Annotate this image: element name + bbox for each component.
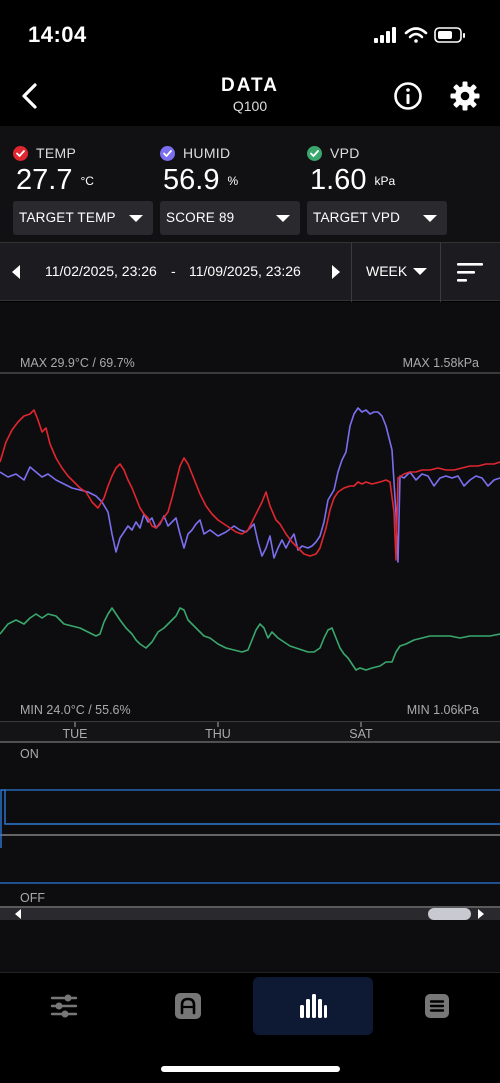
wifi-icon xyxy=(404,27,428,43)
chart-area: TUE THU SAT MAX 29.9°C / 69.7% MAX 1.58k… xyxy=(0,302,500,922)
device-name: Q100 xyxy=(232,98,268,114)
scroll-right-icon xyxy=(478,909,484,919)
page-title: DATA xyxy=(221,75,279,96)
dropdown-label: TARGET VPD xyxy=(313,210,401,225)
cellular-signal-icon xyxy=(374,27,396,43)
day-label: THU xyxy=(205,727,231,741)
caret-down-icon xyxy=(423,215,437,222)
metric-humid[interactable]: HUMID 56.9% xyxy=(160,144,238,197)
status-icons xyxy=(374,27,465,43)
nav-bar: DATA Q100 xyxy=(0,70,500,126)
check-icon xyxy=(13,145,28,161)
tab-logs[interactable] xyxy=(377,977,497,1035)
horizontal-scrollbar xyxy=(0,908,500,920)
metric-label: HUMID xyxy=(183,145,231,161)
caret-down-icon xyxy=(276,215,290,222)
metric-value: 27.7 xyxy=(16,164,73,196)
check-icon xyxy=(307,145,322,161)
score-dropdown[interactable]: SCORE 89 xyxy=(160,201,300,235)
min-right-label: MIN 1.06kPa xyxy=(406,703,479,717)
tab-automation[interactable] xyxy=(128,977,248,1035)
previous-range-icon[interactable] xyxy=(8,262,26,282)
bottom-tab-bar xyxy=(0,972,500,1083)
sensor-chart[interactable]: TUE THU SAT xyxy=(0,302,500,922)
range-end[interactable]: 11/09/2025, 23:26 xyxy=(189,263,301,279)
next-range-icon[interactable] xyxy=(326,262,344,282)
caret-down-icon xyxy=(129,215,143,222)
back-icon[interactable] xyxy=(14,78,48,114)
target-temp-dropdown[interactable]: TARGET TEMP xyxy=(13,201,153,235)
automation-icon xyxy=(175,993,201,1019)
metric-unit: % xyxy=(227,174,239,188)
dropdown-label: TARGET TEMP xyxy=(19,210,116,225)
list-icon xyxy=(425,994,449,1018)
metric-vpd[interactable]: VPD 1.60 kPa xyxy=(307,144,395,197)
scroll-thumb xyxy=(428,908,471,920)
on-label: ON xyxy=(20,747,39,761)
on-off-state-line xyxy=(0,789,500,848)
day-axis xyxy=(0,722,500,742)
tab-controls[interactable] xyxy=(4,977,124,1035)
date-range-bar: 11/02/2025, 23:26 - 11/09/2025, 23:26 WE… xyxy=(0,242,500,302)
status-time: 14:04 xyxy=(28,22,87,47)
day-label: TUE xyxy=(63,727,88,741)
status-bar: 14:04 xyxy=(0,0,500,70)
range-start[interactable]: 11/02/2025, 23:26 xyxy=(45,263,157,279)
check-icon xyxy=(160,145,175,161)
range-separator: - xyxy=(171,263,176,279)
metric-unit: kPa xyxy=(374,174,396,188)
day-label: SAT xyxy=(349,727,373,741)
dropdown-label: SCORE 89 xyxy=(166,210,235,225)
metric-label: TEMP xyxy=(36,145,77,161)
metric-value: 1.60 xyxy=(310,164,367,196)
info-icon[interactable] xyxy=(392,80,424,112)
max-left-label: MAX 29.9°C / 69.7% xyxy=(20,356,135,370)
chart-footer xyxy=(0,922,500,972)
temp-series-line xyxy=(0,409,500,561)
metric-temp[interactable]: TEMP 27.7 °C xyxy=(13,144,94,197)
bar-chart-icon xyxy=(300,994,327,1018)
min-left-label: MIN 24.0°C / 55.6% xyxy=(20,703,131,717)
metric-value: 56.9 xyxy=(163,164,220,196)
caret-down-icon[interactable] xyxy=(413,268,427,275)
sort-icon[interactable] xyxy=(456,261,484,283)
scroll-left-icon xyxy=(15,909,21,919)
target-vpd-dropdown[interactable]: TARGET VPD xyxy=(307,201,447,235)
sliders-icon xyxy=(50,994,78,1018)
humid-series-line xyxy=(0,407,500,563)
divider xyxy=(351,243,352,302)
off-label: OFF xyxy=(20,891,45,905)
tab-data[interactable] xyxy=(253,977,373,1035)
vpd-series-line xyxy=(0,607,500,671)
divider xyxy=(440,243,441,302)
period-select[interactable]: WEEK xyxy=(366,263,408,279)
metric-unit: °C xyxy=(80,174,94,188)
metrics-panel: TEMP 27.7 °C HUMID 56.9% VPD 1.60 kPa TARG… xyxy=(0,126,500,242)
home-indicator[interactable] xyxy=(161,1066,340,1072)
max-right-label: MAX 1.58kPa xyxy=(402,356,479,370)
metric-label: VPD xyxy=(330,145,360,161)
gear-icon[interactable] xyxy=(449,80,481,112)
battery-icon xyxy=(434,27,465,43)
